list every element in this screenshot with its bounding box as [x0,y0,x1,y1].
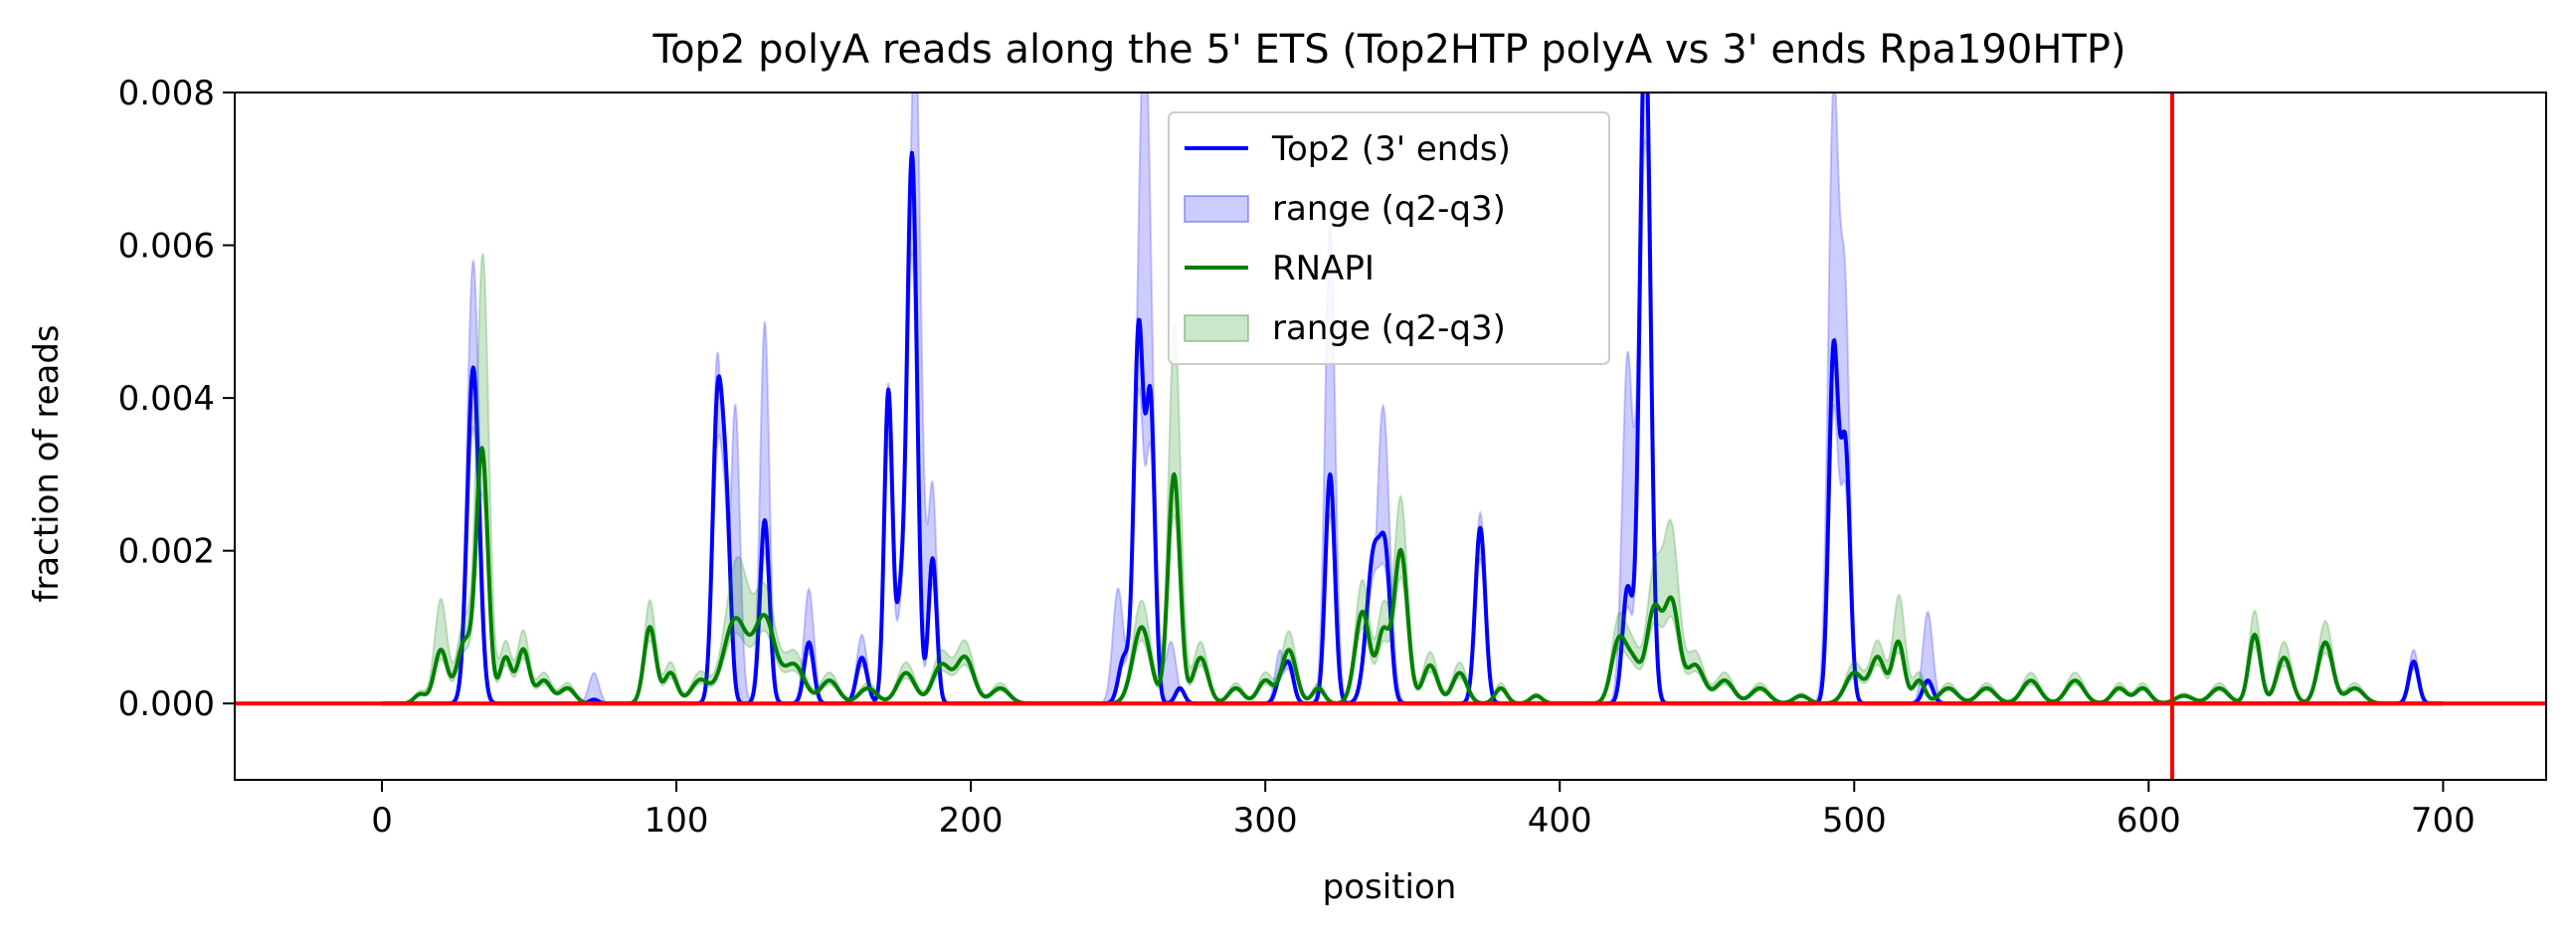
legend-entry-top2-range-label: range (q2-q3) [1272,189,1506,229]
legend-entry-rnapi-label: RNAPI [1272,249,1375,288]
legend-entry-top2-range-swatch [1184,195,1249,223]
x-tick-label: 500 [1822,801,1887,841]
legend-box [1168,111,1610,365]
legend-entry-top2-label: Top2 (3' ends) [1271,129,1511,169]
chart-title: Top2 polyA reads along the 5' ETS (Top2H… [651,27,2125,73]
y-axis-label: fraction of reads [27,324,67,602]
y-tick-label: 0.000 [118,684,215,724]
y-tick-label: 0.006 [118,227,215,267]
x-tick-label: 300 [1233,801,1298,841]
x-tick-label: 200 [939,801,1004,841]
y-tick-label: 0.004 [118,379,215,419]
x-axis-label: position [1323,867,1457,907]
x-tick-label: 600 [2116,801,2181,841]
series-line-rnapi [380,446,2445,706]
legend: Top2 (3' ends) range (q2-q3) RNAPI range (q… [1168,111,1610,365]
axes-frame [234,92,2547,781]
legend-entry-rnapi-range-label: range (q2-q3) [1272,308,1506,348]
y-tick-label: 0.002 [118,532,215,572]
x-tick-label: 400 [1528,801,1592,841]
y-tick-label: 0.008 [118,74,215,113]
legend-entry-rnapi-range-swatch [1184,314,1249,342]
x-tick-label: 100 [644,801,709,841]
x-tick-label: 0 [371,801,393,841]
x-tick-label: 700 [2411,801,2476,841]
